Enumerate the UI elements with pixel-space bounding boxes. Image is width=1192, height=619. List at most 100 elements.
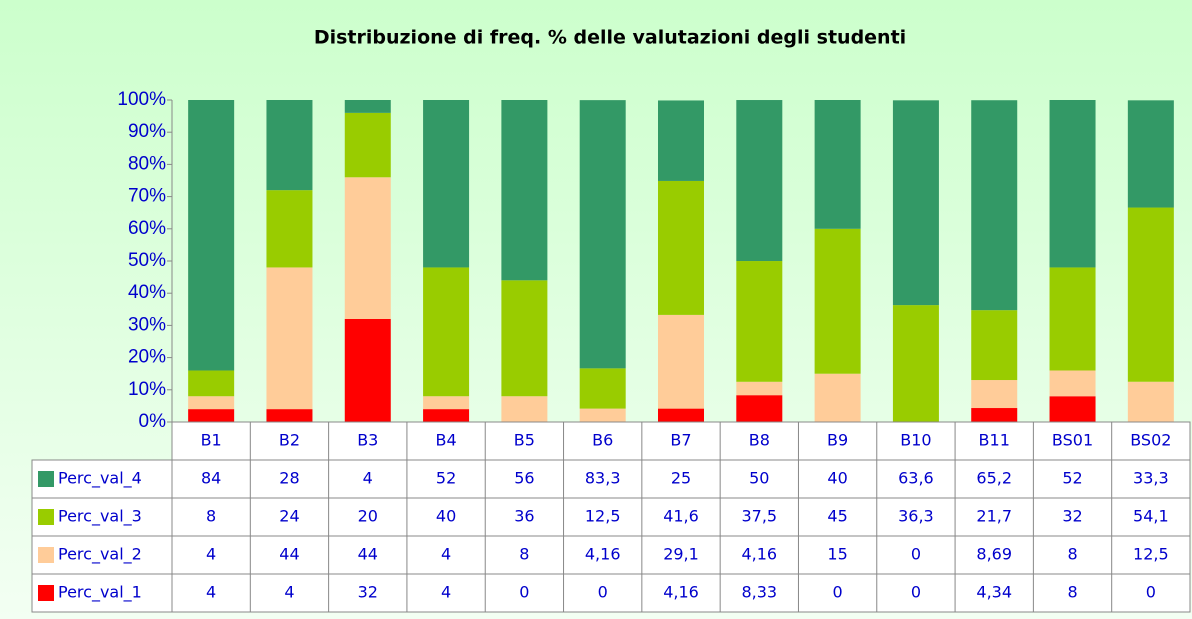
table-cell: 8 (1067, 583, 1077, 602)
bar-segment (579, 408, 626, 422)
bar-segment (971, 100, 1018, 311)
bar-segment (501, 100, 548, 281)
table-cell: 8 (1067, 545, 1077, 564)
x-tick-label: BS01 (1052, 431, 1093, 450)
bar-segment (1049, 370, 1096, 397)
y-tick-label: 90% (128, 121, 166, 142)
legend-label: Perc_val_2 (58, 545, 142, 565)
table-cell: 65,2 (976, 469, 1012, 488)
bar-segment (188, 100, 235, 371)
y-tick-label: 0% (139, 411, 167, 432)
bar-segment (971, 408, 1018, 422)
table-cell: 24 (279, 507, 299, 526)
table-cell: 4 (441, 583, 451, 602)
table-cell: 4 (206, 583, 216, 602)
x-tick-label: B3 (357, 431, 378, 450)
table-cell: 0 (519, 583, 529, 602)
y-tick-label: 30% (128, 314, 166, 335)
table-cell: 52 (436, 469, 456, 488)
legend-label: Perc_val_3 (58, 507, 142, 527)
table-cell: 45 (827, 507, 847, 526)
table-cell: 63,6 (898, 469, 934, 488)
x-tick-label: B2 (279, 431, 300, 450)
y-tick-label: 70% (128, 186, 166, 207)
bar-segment (266, 190, 313, 268)
table-cell: 8,33 (741, 583, 777, 602)
y-tick-label: 20% (128, 347, 166, 368)
bar-segment (736, 261, 783, 382)
table-cell: 4,16 (585, 545, 621, 564)
legend-label: Perc_val_4 (58, 469, 142, 489)
bar-segment (423, 396, 470, 410)
x-tick-label: B9 (827, 431, 848, 450)
bar-segment (423, 409, 470, 422)
bar-segment (814, 100, 861, 229)
bar-segment (423, 267, 470, 397)
x-tick-label: B10 (900, 431, 931, 450)
x-tick-label: B5 (514, 431, 535, 450)
y-tick-label: 10% (128, 379, 166, 400)
x-tick-label: B11 (979, 431, 1010, 450)
table-cell: 32 (358, 583, 378, 602)
table-cell: 32 (1062, 507, 1082, 526)
table-cell: 4 (284, 583, 294, 602)
table-cell: 40 (436, 507, 456, 526)
table-cell: 0 (833, 583, 843, 602)
table-cell: 0 (598, 583, 608, 602)
bar-segment (501, 396, 548, 422)
y-tick-label: 50% (128, 250, 166, 271)
table-cell: 4 (206, 545, 216, 564)
bar-segment (736, 381, 783, 396)
table-cell: 4,34 (976, 583, 1012, 602)
table-cell: 12,5 (1133, 545, 1169, 564)
table-cell: 41,6 (663, 507, 699, 526)
bar-segment (501, 280, 548, 397)
bar-segment (658, 100, 704, 181)
bar-segment (344, 112, 391, 178)
table-cell: 4 (441, 545, 451, 564)
table-cell: 44 (358, 545, 378, 564)
table-cell: 8 (206, 507, 216, 526)
table-cell: 4,16 (663, 583, 699, 602)
table-cell: 40 (827, 469, 847, 488)
table-cell: 25 (671, 469, 691, 488)
bar-segment (579, 100, 626, 369)
bar-segment (188, 396, 235, 410)
bar-segment (344, 177, 391, 319)
table-cell: 84 (201, 469, 221, 488)
bar-segment (1127, 100, 1174, 208)
table-cell: 44 (279, 545, 299, 564)
bar-segment (814, 228, 861, 374)
legend-swatch (38, 585, 54, 601)
bar-segment (1127, 207, 1174, 382)
x-tick-label: BS02 (1130, 431, 1171, 450)
bar-segment (344, 100, 391, 113)
bar-segment (579, 368, 626, 409)
bar-segment (1049, 267, 1096, 371)
table-cell: 29,1 (663, 545, 699, 564)
table-cell: 15 (827, 545, 847, 564)
y-tick-label: 40% (128, 282, 166, 303)
bar-segment (892, 305, 939, 422)
table-cell: 37,5 (741, 507, 777, 526)
bar-segment (736, 395, 783, 422)
bar-segment (266, 100, 313, 191)
table-cell: 28 (279, 469, 299, 488)
bar-segment (658, 314, 704, 409)
legend-swatch (38, 471, 54, 487)
bar-segment (892, 100, 939, 306)
x-tick-label: B1 (201, 431, 222, 450)
table-cell: 36,3 (898, 507, 934, 526)
chart-title: Distribuzione di freq. % delle valutazio… (314, 27, 906, 49)
bar-segment (971, 380, 1018, 409)
bar-segment (1127, 381, 1174, 422)
bar-segment (736, 100, 783, 262)
bar-segment (423, 100, 470, 268)
x-tick-label: B8 (749, 431, 770, 450)
x-tick-label: B7 (670, 431, 691, 450)
bar-segment (266, 409, 313, 422)
table-cell: 21,7 (976, 507, 1012, 526)
bar-segment (658, 180, 704, 315)
table-cell: 4 (363, 469, 373, 488)
bar-segment (971, 310, 1018, 381)
